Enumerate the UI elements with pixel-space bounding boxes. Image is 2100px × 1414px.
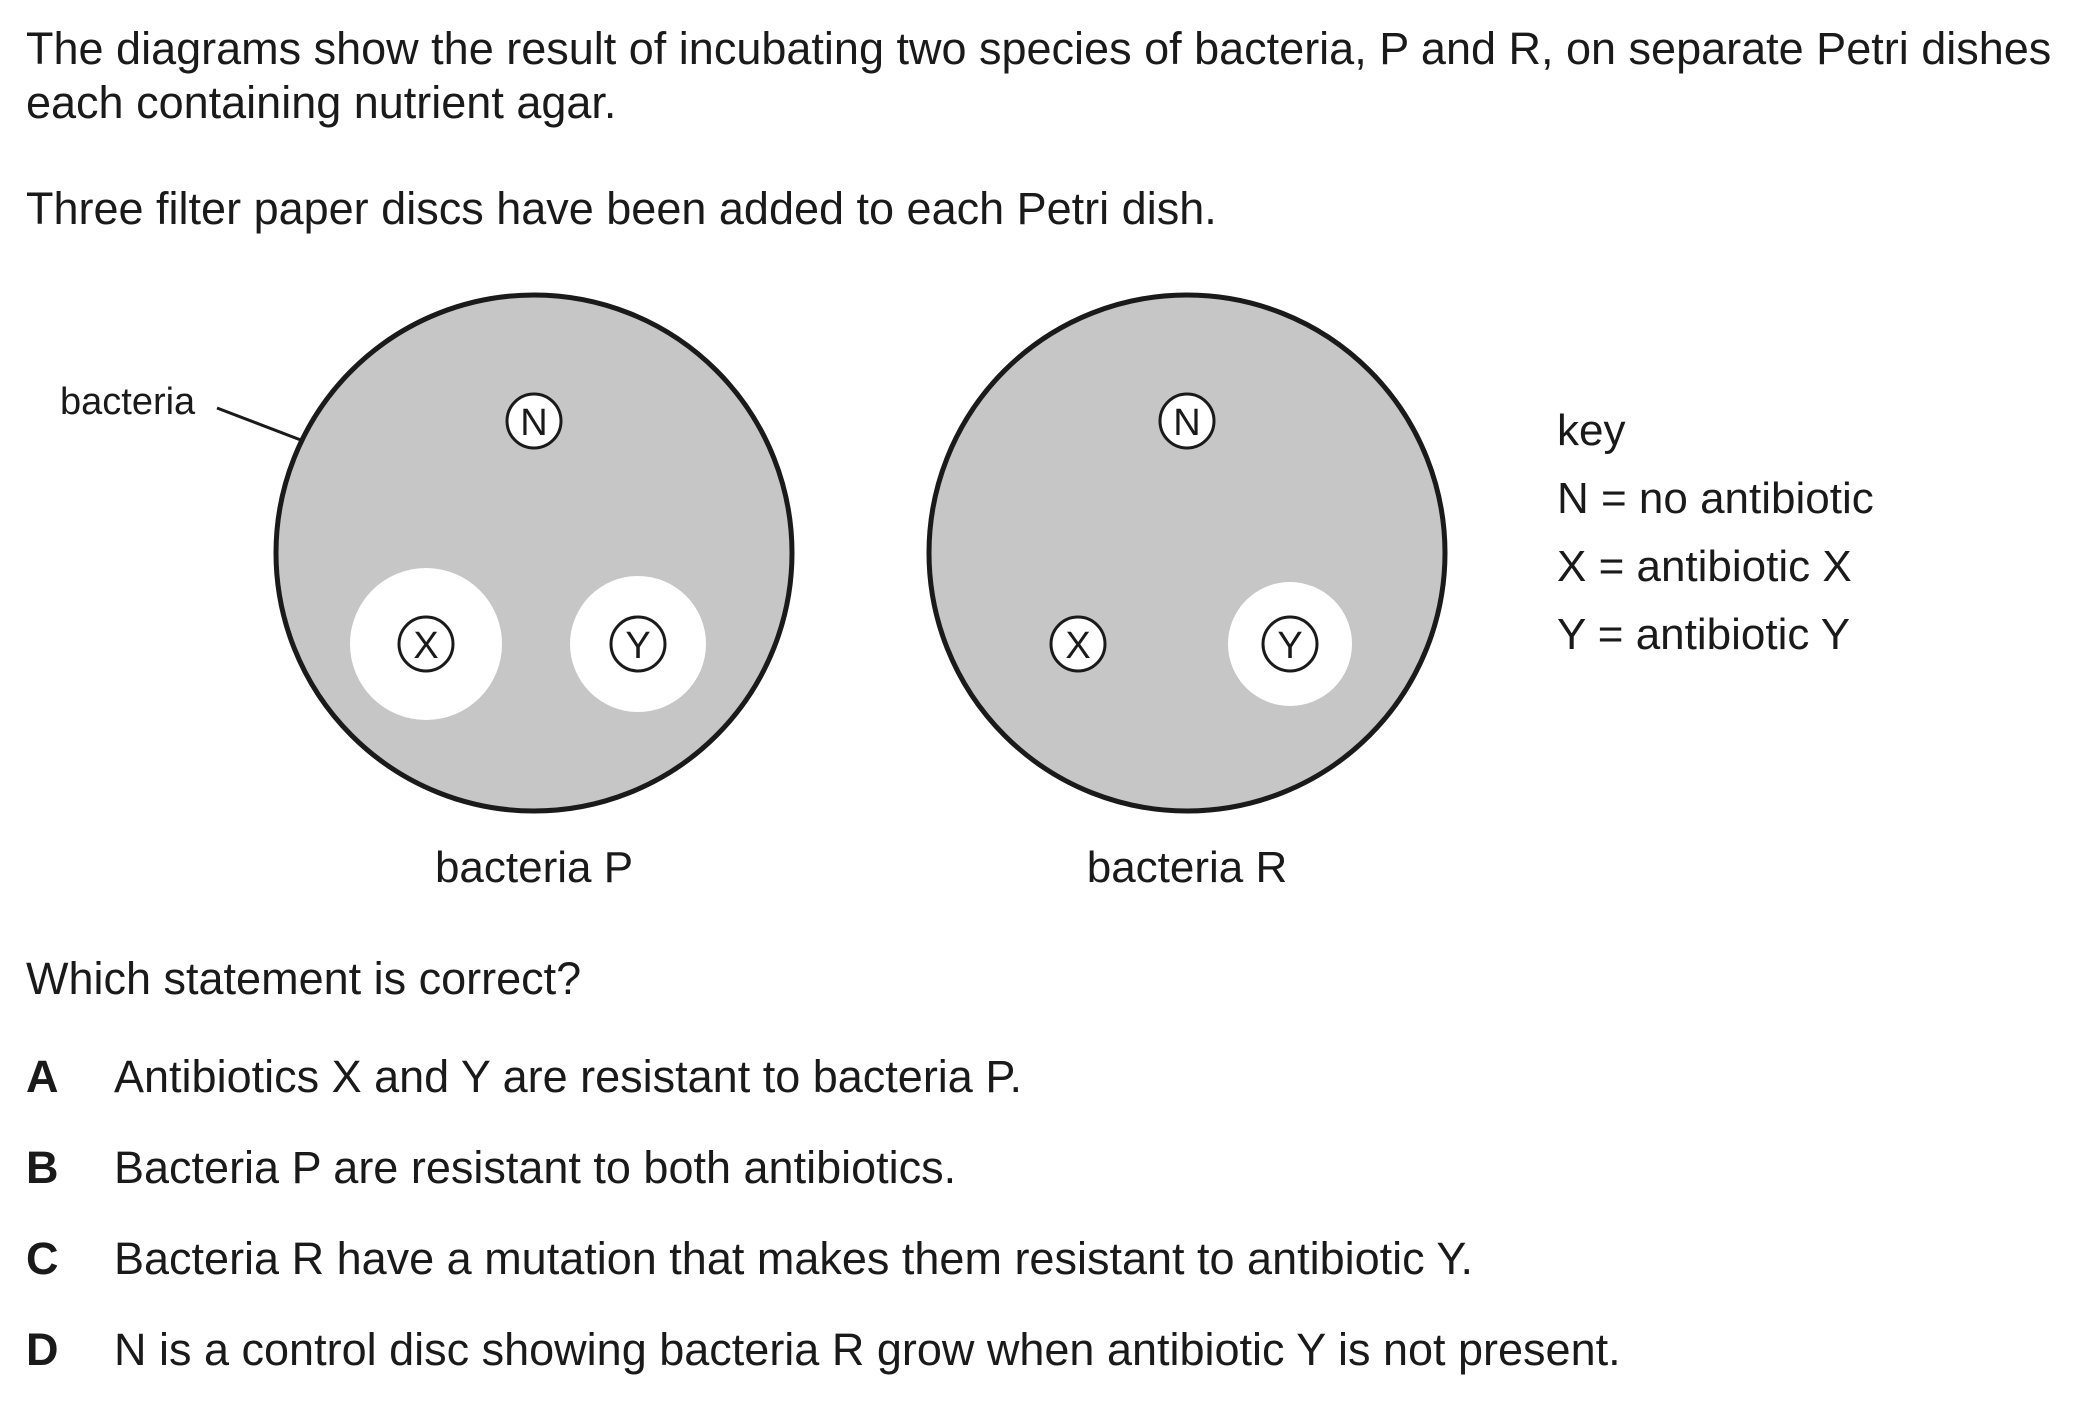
answer-options: A Antibiotics X and Y are resistant to b… [26,1050,2066,1414]
dish-p-disc-n-label: N [520,402,547,444]
dish-p-disc-y-label: Y [625,625,650,667]
key-entry-n: N = no antibiotic [1557,474,1874,523]
intro-text-discs: Three filter paper discs have been added… [26,183,1217,234]
intro-text: The diagrams show the result of incubati… [26,23,2052,128]
dish-p-disc-n [505,392,563,450]
dish-r-outline [926,292,1448,814]
dish-p-disc-x [397,615,455,673]
petri-dish-diagram: bacteria N X Y bacteria P N X Y bacteria… [60,292,1874,892]
dish-r-disc-x-label: X [1065,625,1090,667]
key-title: key [1557,406,1625,455]
key: key N = no antibiotic X = antibiotic X Y… [1557,406,1874,659]
petri-dish-p: N X Y bacteria P [273,292,795,892]
dish-r-disc-x [1049,615,1107,673]
option-text: N is a control disc showing bacteria R g… [114,1324,1621,1375]
option-letter: A [26,1051,59,1102]
option-a[interactable]: A Antibiotics X and Y are resistant to b… [26,1050,2066,1141]
key-entry-x: X = antibiotic X [1557,542,1852,591]
key-entry-y: Y = antibiotic Y [1557,610,1850,659]
option-c[interactable]: C Bacteria R have a mutation that makes … [26,1232,2066,1323]
option-letter: C [26,1233,59,1284]
option-b[interactable]: B Bacteria P are resistant to both antib… [26,1141,2066,1232]
dish-p-disc-y [609,615,667,673]
question-text: Which statement is correct? [26,953,582,1004]
option-text: Antibiotics X and Y are resistant to bac… [114,1051,1023,1102]
dish-r-disc-n-label: N [1173,402,1200,444]
option-text: Bacteria R have a mutation that makes th… [114,1233,1474,1284]
petri-dish-r: N X Y bacteria R [926,292,1448,892]
option-d[interactable]: D N is a control disc showing bacteria R… [26,1323,2066,1414]
option-letter: B [26,1142,59,1193]
dish-p-outline [273,292,795,814]
dish-r-disc-y-label: Y [1277,625,1302,667]
dish-r-caption: bacteria R [1087,843,1288,892]
bacteria-pointer-label: bacteria [60,381,196,423]
option-text: Bacteria P are resistant to both antibio… [114,1142,957,1193]
option-letter: D [26,1324,59,1375]
dish-p-caption: bacteria P [435,843,633,892]
dish-p-disc-x-label: X [413,625,438,667]
dish-r-disc-n [1158,392,1216,450]
dish-r-disc-y [1261,615,1319,673]
